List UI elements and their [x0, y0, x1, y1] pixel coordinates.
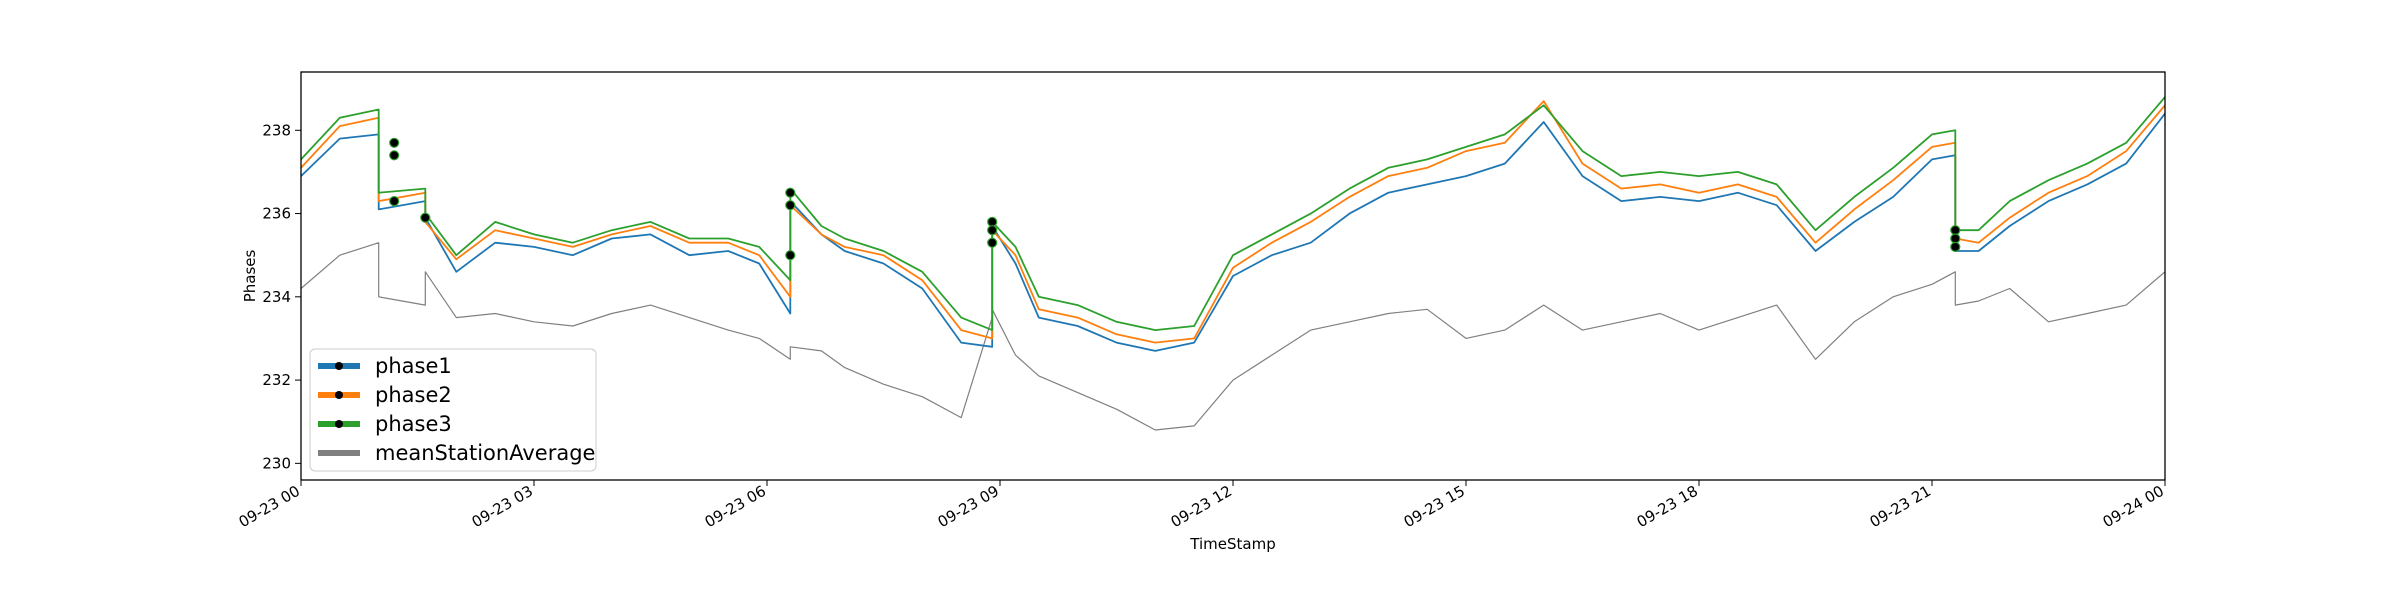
legend-marker — [335, 362, 343, 370]
data-marker — [785, 200, 796, 211]
legend-label-phase1: phase1 — [375, 354, 452, 378]
x-axis-label: TimeStamp — [1189, 535, 1275, 553]
legend-label-phase3: phase3 — [375, 412, 452, 436]
y-tick-label: 230 — [262, 454, 291, 472]
x-axis: 09-23 00 09-23 03 09-23 06 09-23 09 09-23 12… — [236, 480, 2167, 531]
y-axis-label: Phases — [241, 250, 259, 303]
y-axis: 230 232 234 236 238 — [262, 121, 301, 472]
legend-marker — [335, 420, 343, 428]
series-line-phase1 — [300, 113, 2166, 352]
data-marker — [420, 212, 431, 223]
series-line-phase2 — [300, 100, 2166, 344]
data-marker — [389, 196, 400, 207]
legend-items: phase1 phase2 phase3 meanStationAverage — [318, 354, 595, 465]
data-marker — [1950, 241, 1961, 252]
data-marker — [987, 237, 998, 248]
x-tick-label: 09-23 21 — [1867, 482, 1934, 531]
data-marker — [785, 250, 796, 261]
series-layer — [300, 96, 2166, 431]
data-marker — [785, 187, 796, 198]
series-line-phase3 — [300, 96, 2166, 332]
data-marker — [389, 137, 400, 148]
x-tick-label: 09-23 03 — [469, 482, 536, 531]
y-tick-label: 234 — [262, 288, 291, 306]
x-tick-label: 09-23 12 — [1168, 482, 1235, 531]
data-marker — [987, 216, 998, 227]
y-tick-label: 238 — [262, 121, 291, 139]
legend: phase1 phase2 phase3 meanStationAverage — [309, 348, 597, 472]
x-tick-label: 09-23 15 — [1401, 482, 1468, 531]
x-tick-label: 09-23 18 — [1634, 482, 1701, 531]
legend-marker — [335, 391, 343, 399]
x-tick-label: 09-24 00 — [2100, 482, 2167, 531]
x-tick-label: 09-23 00 — [236, 482, 303, 531]
x-tick-label: 09-23 09 — [935, 482, 1002, 531]
data-marker — [987, 225, 998, 236]
legend-label-meanStationAverage: meanStationAverage — [375, 441, 595, 465]
data-marker — [1950, 233, 1961, 244]
data-marker — [389, 150, 400, 161]
series-line-meanStationAverage — [300, 242, 2166, 431]
data-marker — [1950, 225, 1961, 236]
markers-layer — [389, 137, 1961, 261]
legend-label-phase2: phase2 — [375, 383, 452, 407]
y-tick-label: 236 — [262, 205, 291, 223]
y-tick-label: 232 — [262, 371, 291, 389]
legend-frame — [309, 348, 597, 472]
x-tick-label: 09-23 06 — [702, 482, 769, 531]
